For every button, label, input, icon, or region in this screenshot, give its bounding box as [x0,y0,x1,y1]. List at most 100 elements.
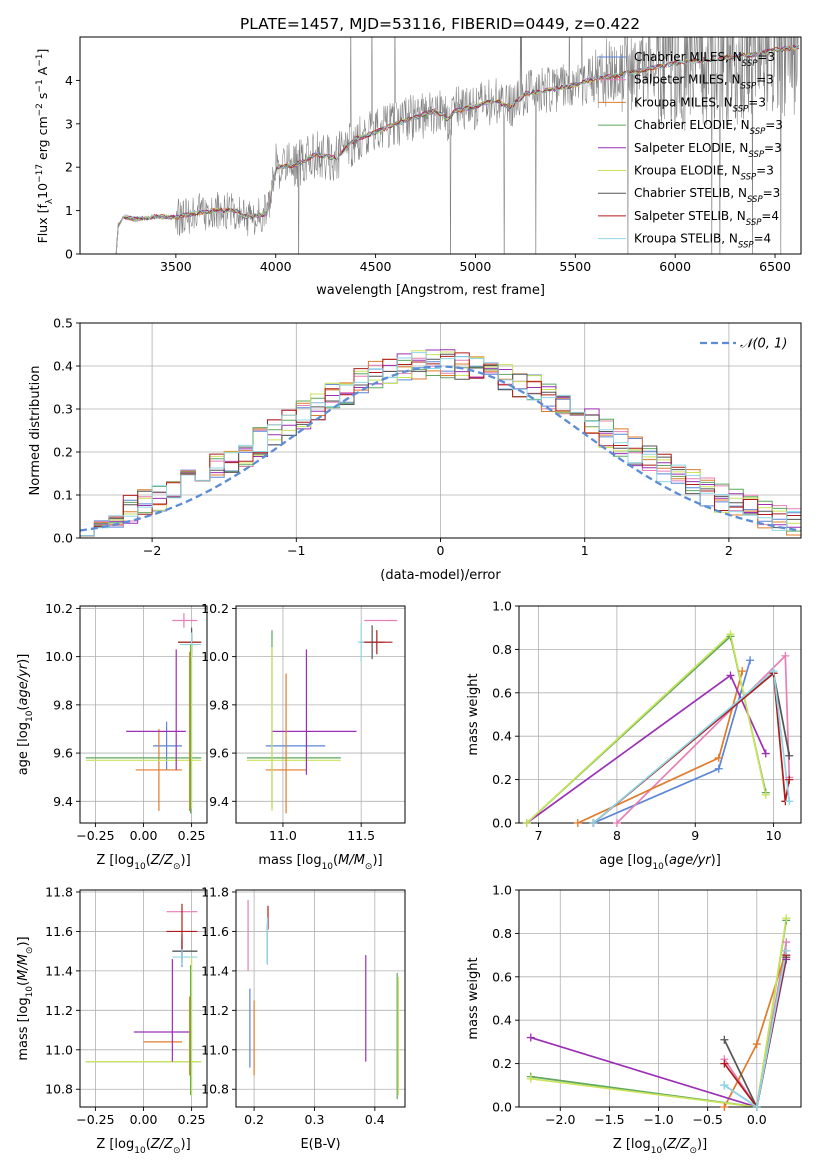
x-tick-label: 7 [535,828,543,843]
y-tick-label: 0.5 [53,316,73,331]
weight-marker [785,775,794,784]
weight-line [530,918,788,1107]
figure-title: PLATE=1457, MJD=53116, FIBERID=0449, z=0… [240,15,640,33]
y-tick-label: 10.8 [201,1082,229,1097]
y-tick-label: 10.0 [201,649,229,664]
x-tick-label: −1.5 [594,1112,624,1127]
y-tick-label: 1.0 [492,599,512,614]
weight-marker [522,819,531,827]
weight-marker [761,790,770,799]
y-tick-label: 0.0 [492,816,512,831]
age_vs_mass-axes: 11.0 11.5 9.4 9.6 9.8 10.0 10.2 [201,601,406,843]
weight-marker [781,651,790,660]
y-tick-label: 11.6 [45,924,73,939]
weight-marker [526,1033,535,1042]
y-tick-label: 0.2 [492,1056,512,1071]
weight-marker [720,1035,729,1044]
error-bar-point [358,622,365,662]
y-axis-label: mass weight [466,957,481,1039]
y-tick-label: 10.2 [45,601,73,616]
y-tick-label: 9.4 [53,794,73,809]
residuals-axes: −2 −1 0 1 2 0.0 0.1 0.2 0.3 0.4 0.5 [53,316,802,558]
y-tick-label: 11.8 [45,884,73,899]
x-tick-label: 10 [766,828,782,843]
mass_vs_Z-axes: −0.25 0.00 0.25 10.8 11.0 11.2 11.4 11.6 11.8 [45,884,208,1127]
y-tick-label: 9.4 [209,794,229,809]
y-tick-label: 0.6 [492,685,512,700]
y-tick-label: 9.8 [209,697,229,712]
x-tick-label: 0.25 [178,828,206,843]
weight-line [723,950,788,1107]
error-bar-point [172,949,198,965]
x-tick-label: 11.5 [347,828,375,843]
legend-label: Salpeter ELODIE, NSSP=3 [634,141,782,160]
y-tick-label: 4 [65,73,73,88]
error-bar-point [172,613,198,628]
x-tick-label: 0 [437,543,445,558]
y-tick-label: 9.6 [53,746,73,761]
weights_vs_Z-plot [530,918,788,1107]
x-tick-label: 2 [725,543,733,558]
y-tick-label: 0.3 [53,402,73,417]
x-tick-label: 11.0 [269,828,297,843]
weight-line [723,941,788,1107]
y-tick-label: 10.0 [45,649,73,664]
y-tick-label: 9.8 [53,697,73,712]
age_vs_mass-chart: 11.0 11.5 9.4 9.6 9.8 10.0 10.2 mass [log10(M/M… [201,601,406,872]
mass_vs_EBV-plot [247,899,399,1100]
error-bar-point [135,728,182,811]
weight-marker [573,819,582,827]
residuals-plot [80,349,801,538]
weight-marker [738,667,747,676]
x-tick-label: 3500 [160,259,192,274]
y-tick-label: 11.0 [45,1042,73,1057]
y-tick-label: 0.8 [492,642,512,657]
y-tick-label: 0.4 [492,729,512,744]
age_vs_Z-chart: −0.25 0.00 0.25 9.4 9.6 9.8 10.0 10.2 Z [log10(Z… [16,601,208,872]
x-tick-label: 4500 [360,259,392,274]
weight-marker [612,819,621,827]
y-tick-label: 11.4 [45,963,73,978]
x-tick-label: 1 [581,543,589,558]
spectrum-legend: Chabrier MILES, NSSP=3 Salpeter MILES, NS… [598,50,783,251]
x-tick-label: 4000 [260,259,292,274]
y-tick-label: 10.8 [45,1082,73,1097]
y-tick-label: 1 [65,203,73,218]
y-axis-label: age [log10(age/yr)] [16,654,35,776]
weight-marker [782,914,791,923]
age_vs_mass-plot [246,619,398,814]
x-axis-label: mass [log10(M/M⊙)] [258,853,382,872]
legend-label: 𝒩(0, 1) [740,337,787,352]
x-tick-label: 5500 [559,259,591,274]
weight-marker [785,751,794,760]
y-tick-label: 0.4 [53,359,73,374]
weight-marker [761,749,770,758]
weight-marker [526,1074,535,1083]
y-tick-label: 1.0 [492,883,512,898]
y-tick-label: 11.2 [201,1003,229,1018]
legend-label: Salpeter STELIB, NSSP=4 [634,209,779,228]
y-axis-label: mass [log10(M/M⊙)] [16,936,35,1060]
x-tick-label: 6000 [659,259,691,274]
y-tick-label: 0.2 [53,445,73,460]
model-spectrum-line [115,45,800,254]
y-tick-label: 11.0 [201,1042,229,1057]
error-bar-point [153,721,182,770]
legend-label: Chabrier ELODIE, NSSP=3 [634,118,783,137]
weight-marker [752,1040,761,1049]
weight-marker [720,1103,729,1111]
y-tick-label: 2 [65,160,73,175]
error-bar-point [361,630,393,655]
x-tick-label: −0.25 [76,1112,114,1127]
y-tick-label: 0.6 [492,969,512,984]
x-axis-label: Z [log10(Z/Z⊙)] [96,1137,190,1156]
y-tick-label: 0.4 [492,1013,512,1028]
y-axis-label: Normed distribution [28,366,43,496]
x-tick-label: 0.0 [747,1112,767,1127]
age_vs_mass-frame [235,605,406,824]
weight-marker [782,938,791,947]
spectrum-plot [115,37,800,254]
weights_vs_age-axes: 7 8 9 10 0.0 0.2 0.4 0.6 0.8 1.0 [492,599,802,843]
weights_vs_age-frame [518,605,802,824]
